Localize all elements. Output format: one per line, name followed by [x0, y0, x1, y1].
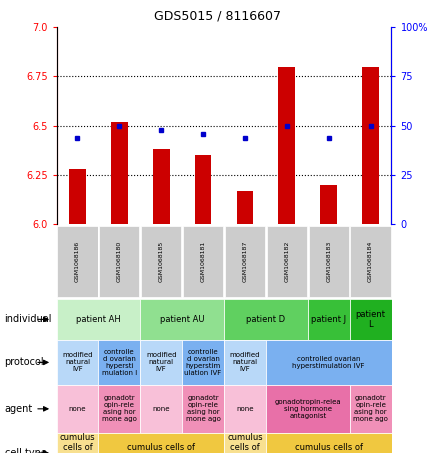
- Bar: [236, 191, 253, 224]
- Text: patient J: patient J: [310, 315, 345, 324]
- Text: GSM1068182: GSM1068182: [284, 241, 289, 282]
- Text: GSM1068180: GSM1068180: [117, 241, 122, 282]
- Text: patient
L: patient L: [355, 310, 385, 329]
- Text: controlled ovarian
hyperstimulation IVF: controlled ovarian hyperstimulation IVF: [292, 356, 364, 369]
- Text: patient AH: patient AH: [76, 315, 121, 324]
- Bar: [152, 149, 169, 224]
- Bar: [111, 122, 128, 224]
- Bar: [362, 67, 378, 224]
- Text: GSM1068187: GSM1068187: [242, 241, 247, 282]
- Text: modified
natural
IVF: modified natural IVF: [146, 352, 176, 372]
- Text: GSM1068185: GSM1068185: [158, 241, 163, 282]
- Text: gonadotr
opin-rele
asing hor
mone ago: gonadotr opin-rele asing hor mone ago: [352, 395, 387, 422]
- Bar: [69, 169, 85, 224]
- Bar: [194, 155, 211, 224]
- Text: gonadotropin-relea
sing hormone
antagonist: gonadotropin-relea sing hormone antagoni…: [274, 399, 340, 419]
- Text: GDS5015 / 8116607: GDS5015 / 8116607: [154, 9, 280, 22]
- Text: cumulus cells of
MII-blastocyst oocyte: cumulus cells of MII-blastocyst oocyte: [283, 443, 372, 453]
- Text: gonadotr
opin-rele
asing hor
mone ago: gonadotr opin-rele asing hor mone ago: [102, 395, 136, 422]
- Text: GSM1068181: GSM1068181: [200, 241, 205, 282]
- Text: patient D: patient D: [246, 315, 285, 324]
- Bar: [278, 67, 295, 224]
- Text: cumulus cells of
MII-blastocyst oocyte: cumulus cells of MII-blastocyst oocyte: [116, 443, 205, 453]
- Text: modified
natural
IVF: modified natural IVF: [62, 352, 92, 372]
- Text: cumulus
cells of
MII-morul
ae oocyt: cumulus cells of MII-morul ae oocyt: [57, 433, 97, 453]
- Text: protocol: protocol: [4, 357, 44, 367]
- Text: none: none: [152, 406, 170, 412]
- Text: agent: agent: [4, 404, 33, 414]
- Text: none: none: [69, 406, 86, 412]
- Text: gonadotr
opin-rele
asing hor
mone ago: gonadotr opin-rele asing hor mone ago: [185, 395, 220, 422]
- Text: controlle
d ovarian
hypersti
mulation I: controlle d ovarian hypersti mulation I: [102, 349, 137, 376]
- Text: modified
natural
IVF: modified natural IVF: [229, 352, 260, 372]
- Text: controlle
d ovarian
hyperstim
ulation IVF: controlle d ovarian hyperstim ulation IV…: [184, 349, 221, 376]
- Text: GSM1068184: GSM1068184: [367, 241, 372, 282]
- Text: GSM1068183: GSM1068183: [326, 241, 330, 282]
- Text: cell type: cell type: [4, 448, 46, 453]
- Text: patient AU: patient AU: [160, 315, 204, 324]
- Text: individual: individual: [4, 314, 52, 324]
- Bar: [319, 185, 336, 224]
- Text: GSM1068186: GSM1068186: [75, 241, 80, 282]
- Text: cumulus
cells of
MII-morul
ae oocyt: cumulus cells of MII-morul ae oocyt: [224, 433, 264, 453]
- Text: none: none: [236, 406, 253, 412]
